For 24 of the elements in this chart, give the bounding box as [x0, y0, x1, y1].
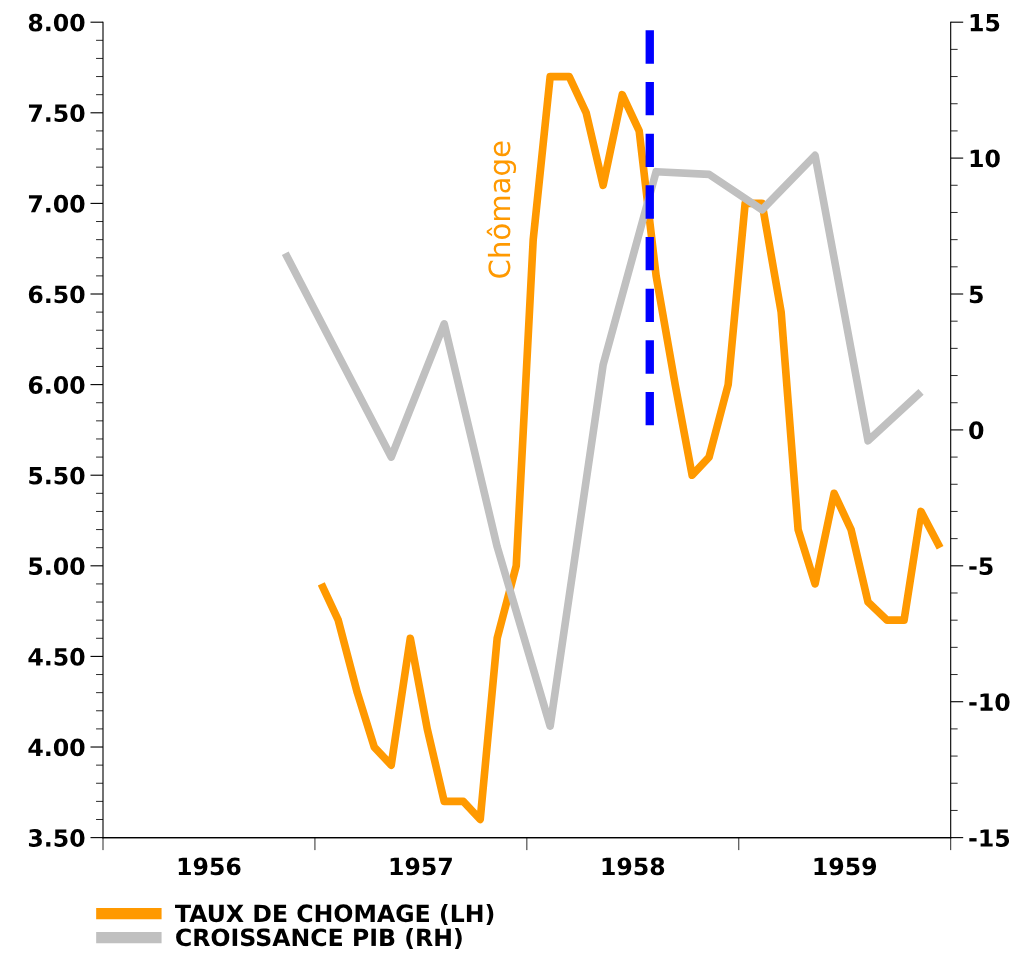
x-tick-label: 1958 — [602, 857, 665, 876]
y2-tick-label: -15 — [969, 829, 1010, 847]
x-tick-label: 1957 — [390, 857, 452, 876]
y2-tick-label: 0 — [969, 421, 984, 440]
y2-tick-label: 10 — [970, 149, 1000, 168]
y-tick-label: 6.00 — [28, 376, 85, 394]
y-tick-label: 7.00 — [28, 194, 85, 213]
x-tick-label: 1956 — [178, 857, 241, 876]
y-tick-label: 5.00 — [29, 557, 85, 576]
y-tick-label: 4.00 — [28, 738, 85, 757]
x-tick-label: 1959 — [814, 857, 877, 876]
y2-tick-label: -5 — [969, 557, 993, 576]
y2-tick-label: 15 — [970, 13, 1000, 32]
y-tick-label: 5.50 — [29, 466, 85, 485]
y-tick-label: 6.50 — [28, 285, 85, 304]
annotation: Chômage — [486, 141, 517, 278]
y-tick-label: 8.00 — [28, 13, 85, 32]
y2-tick-label: -10 — [969, 693, 1010, 712]
y-tick-label: 7.50 — [28, 104, 85, 123]
y-tick-label: 4.50 — [28, 647, 85, 666]
legend-label: TAUX DE CHOMAGE (LH) — [175, 903, 494, 926]
y2-tick-label: 5 — [969, 285, 983, 304]
legend-label: CROISSANCE PIB (RH) — [176, 928, 462, 950]
y-tick-label: 3.50 — [28, 829, 85, 847]
